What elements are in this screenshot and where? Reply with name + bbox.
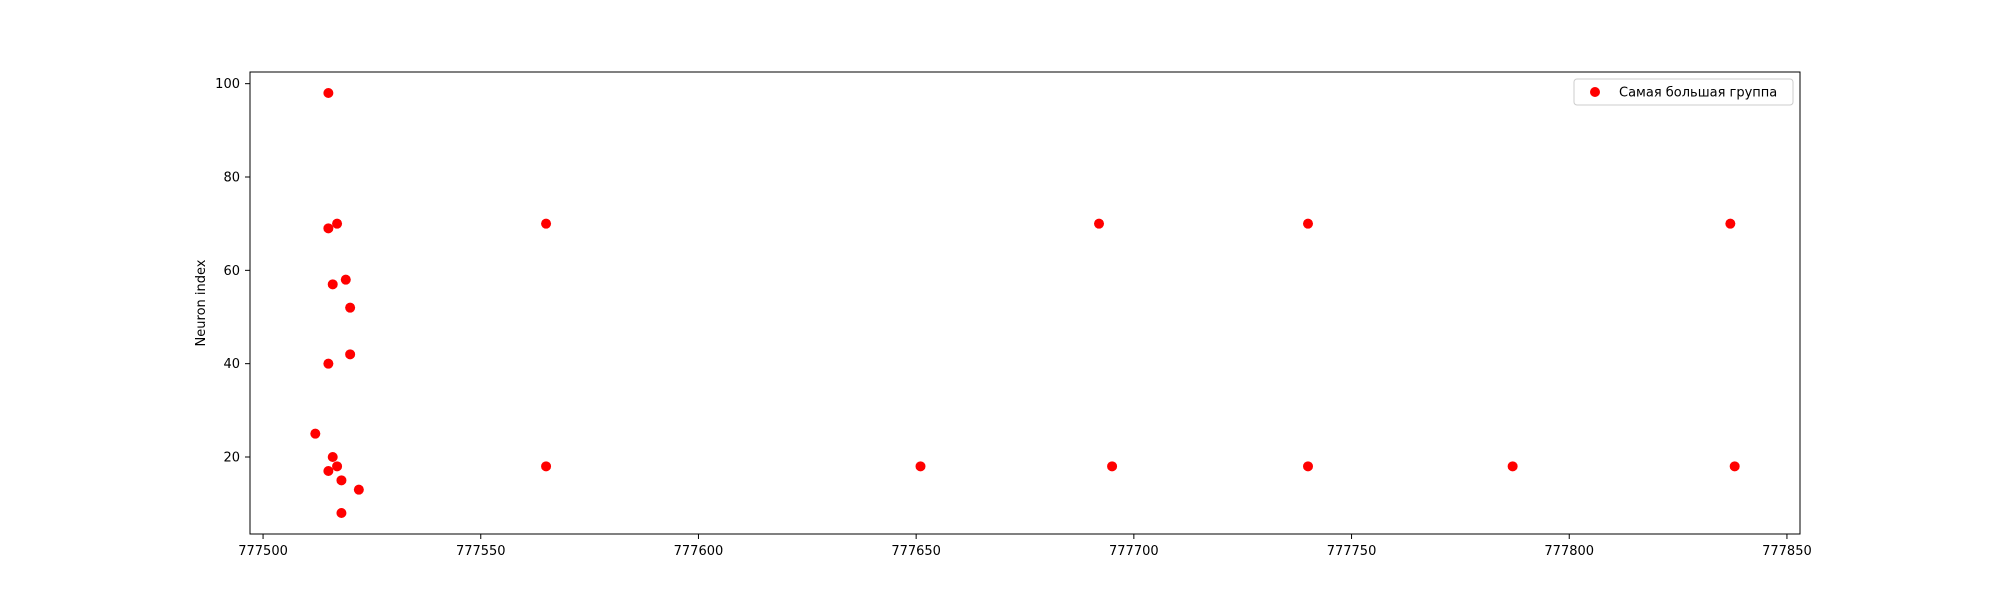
data-point [323,466,334,476]
data-point [323,358,334,369]
data-point [323,223,334,234]
legend-box [1573,78,1794,106]
legend-marker [1590,87,1600,97]
data-point [915,461,926,472]
x-tick-label: 777850 [1762,544,1812,559]
data-point [1725,218,1736,229]
data-point [345,302,356,313]
legend: Самая большая группа [1573,78,1794,106]
data-point [1094,218,1105,229]
data-point [323,88,334,98]
y-axis-label: Neuron index [194,259,209,346]
data-point [345,349,356,360]
x-tick-label: 777700 [1109,544,1159,559]
data-point [1507,461,1518,472]
data-points [310,88,1740,518]
data-point [336,475,347,486]
data-point [541,218,552,229]
data-point [1303,461,1314,472]
data-point [332,218,343,229]
x-tick-label: 777500 [238,544,288,559]
data-point [327,452,338,462]
legend-label: Самая большая группа [1619,86,1777,101]
data-point [1729,461,1740,472]
x-tick-label: 777750 [1327,544,1377,559]
y-tick-label: 100 [215,77,240,92]
data-point [1107,461,1118,472]
data-point [353,484,364,495]
data-point [332,461,343,472]
y-tick-label: 60 [223,264,240,279]
data-point [541,461,552,472]
x-tick-label: 777600 [674,544,724,559]
data-point [327,279,338,290]
data-point [340,274,351,285]
y-tick-label: 80 [223,171,240,186]
x-tick-label: 777650 [891,544,941,559]
plot-frame [249,71,1801,535]
x-tick-label: 777800 [1544,544,1594,559]
x-tick-label: 777550 [456,544,506,559]
data-point [1303,218,1314,229]
y-axis-ticks: 20 40 60 80 100 [215,77,250,466]
y-tick-label: 20 [223,451,240,466]
y-tick-label: 40 [223,357,240,372]
data-point [310,428,321,439]
data-point [336,508,347,518]
x-axis-ticks: 777500 777550 777600 777650 777700 777750 7778… [238,534,1812,559]
